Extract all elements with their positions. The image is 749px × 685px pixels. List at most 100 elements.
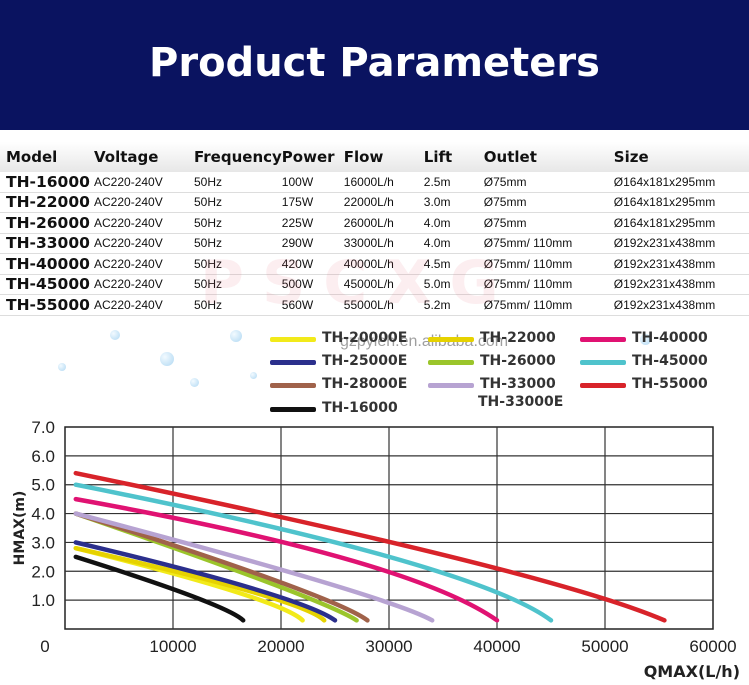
header-lift: Lift (423, 142, 484, 172)
cell-voltage: AC220-240V (94, 277, 163, 292)
cell-model: TH-45000 (6, 275, 90, 294)
bubble-decoration (640, 334, 651, 345)
bubble-decoration (160, 352, 174, 366)
legend-item: TH-25000E (270, 353, 420, 373)
cell-voltage: AC220-240V (94, 215, 163, 230)
legend-item: TH-40000 (580, 330, 730, 350)
cell-frequency: 50Hz (194, 174, 223, 189)
cell-lift: 5.2m (423, 297, 451, 312)
table-row: TH-16000 AC220-240V 50Hz 100W 16000L/h 2.5m Ø7… (0, 172, 749, 192)
cell-outlet: Ø75mm (483, 195, 527, 210)
bubble-decoration (190, 378, 199, 387)
header-outlet: Outlet (483, 142, 614, 172)
cell-flow: 26000L/h (343, 215, 394, 230)
legend-label: TH-40000 (632, 330, 708, 346)
series-line-th-25000e (73, 540, 338, 623)
header-size: Size (613, 142, 749, 172)
cell-outlet: Ø75mm (483, 215, 527, 230)
header-power: Power (281, 142, 344, 172)
cell-frequency: 50Hz (194, 256, 223, 271)
table-row: TH-45000 AC220-240V 50Hz 500W 45000L/h 5.0m Ø7… (0, 274, 749, 295)
legend-swatch (270, 407, 316, 412)
series-line-th-33000 (73, 511, 435, 623)
bubble-decoration (58, 363, 66, 371)
series-line-th-40000 (73, 496, 500, 623)
x-tick-label: 10000 (149, 637, 196, 656)
cell-power: 560W (281, 297, 314, 312)
x-tick-label: 0 (40, 637, 49, 656)
cell-outlet: Ø75mm (483, 174, 527, 189)
legend-swatch (270, 383, 316, 388)
legend-label: TH-55000 (632, 376, 708, 392)
y-tick-label: 1.0 (31, 591, 55, 610)
bubble-decoration (230, 330, 242, 342)
cell-voltage: AC220-240V (94, 236, 163, 251)
legend-label: TH-22000 (480, 330, 556, 346)
cell-size: Ø164x181x295mm (613, 195, 716, 210)
x-axis-label: QMAX(L/h) (644, 662, 740, 681)
legend-swatch (580, 383, 626, 388)
cell-lift: 4.0m (423, 236, 451, 251)
legend-item: TH-55000 (580, 376, 730, 396)
legend-item: TH-22000 (428, 330, 578, 350)
cell-size: Ø192x231x438mm (613, 277, 716, 292)
legend-label: TH-26000 (480, 353, 556, 369)
legend-label: TH-20000E (322, 330, 408, 346)
legend-item: TH-28000E (270, 376, 420, 396)
cell-model: TH-16000 (6, 172, 90, 191)
legend-item: TH-16000 (270, 400, 420, 420)
y-tick-label: 3.0 (31, 533, 55, 552)
legend-label: TH-33000 (480, 376, 556, 392)
cell-power: 175W (281, 195, 314, 210)
cell-voltage: AC220-240V (94, 174, 163, 189)
series-line-th-28000e (73, 511, 370, 623)
table-row: TH-33000 AC220-240V 50Hz 290W 33000L/h 4.0m Ø7… (0, 233, 749, 254)
table-row: TH-40000 AC220-240V 50Hz 420W 40000L/h 4.5m Ø7… (0, 254, 749, 274)
cell-flow: 55000L/h (343, 297, 394, 312)
cell-power: 500W (281, 277, 314, 292)
brand-watermark: PSCXG (200, 248, 517, 318)
legend-item: TH-45000 (580, 353, 730, 373)
header-voltage: Voltage (94, 142, 194, 172)
cell-size: Ø164x181x295mm (613, 174, 716, 189)
cell-lift: 5.0m (423, 277, 451, 292)
legend-label: TH-16000 (322, 400, 398, 416)
table-row: TH-26000 AC220-240V 50Hz 225W 26000L/h 4.0m Ø7… (0, 213, 749, 233)
header-model: Model (0, 142, 94, 172)
cell-lift: 2.5m (423, 174, 451, 189)
cell-voltage: AC220-240V (94, 195, 163, 210)
bubble-decoration (110, 330, 120, 340)
cell-frequency: 50Hz (194, 277, 223, 292)
cell-outlet: Ø75mm/ 110mm (483, 297, 573, 312)
cell-size: Ø192x231x438mm (613, 256, 716, 271)
cell-outlet: Ø75mm/ 110mm (483, 277, 573, 292)
x-tick-label: 50000 (581, 637, 628, 656)
y-tick-label: 2.0 (31, 562, 55, 581)
series-line-th-16000 (73, 554, 246, 623)
cell-flow: 45000L/h (343, 277, 394, 292)
specs-body: TH-16000 AC220-240V 50Hz 100W 16000L/h 2.5m Ø7… (0, 172, 749, 315)
cell-size: Ø192x231x438mm (613, 297, 716, 312)
series-line-th-22000 (73, 545, 327, 623)
cell-model: TH-40000 (6, 254, 90, 273)
specs-table: Model Voltage Frequency Power Flow Lift … (0, 142, 749, 316)
y-tick-label: 5.0 (31, 476, 55, 495)
legend-item: TH-20000E (270, 330, 420, 350)
cell-flow: 33000L/h (343, 236, 394, 251)
cell-model: TH-33000 (6, 234, 90, 253)
page-title: Product Parameters (149, 40, 600, 86)
legend-swatch (580, 360, 626, 365)
legend-item: TH-26000 (428, 353, 578, 373)
legend-label: TH-28000E (322, 376, 408, 392)
cell-outlet: Ø75mm/ 110mm (483, 256, 573, 271)
cell-voltage: AC220-240V (94, 256, 163, 271)
legend-label: TH-45000 (632, 353, 708, 369)
legend-swatch (270, 360, 316, 365)
legend-swatch (428, 337, 474, 342)
x-tick-label: 60000 (689, 637, 736, 656)
table-row: TH-22000 AC220-240V 50Hz 175W 22000L/h 3.0m Ø7… (0, 192, 749, 213)
legend-swatch (580, 337, 626, 342)
header-flow: Flow (343, 142, 424, 172)
series-line-th-55000 (73, 470, 667, 623)
